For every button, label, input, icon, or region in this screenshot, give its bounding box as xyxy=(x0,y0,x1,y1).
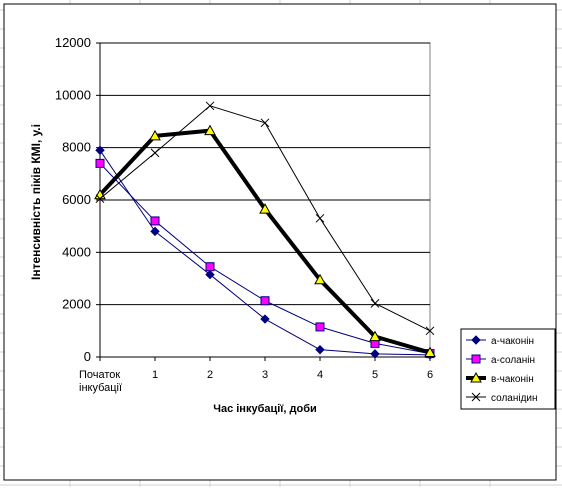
x-tick-label: 3 xyxy=(262,369,268,381)
x-tick-label-line: 5 xyxy=(372,369,378,381)
x-tick-label: 4 xyxy=(317,369,323,381)
y-tick-label: 10000 xyxy=(55,87,91,102)
x-tick-label-line: 2 xyxy=(207,369,213,381)
data-point-series-3 xyxy=(204,124,216,136)
data-point-series-2 xyxy=(95,158,105,168)
data-point-series-4 xyxy=(315,213,325,223)
data-point-series-3 xyxy=(424,346,436,358)
data-point-series-3 xyxy=(149,129,161,141)
data-point-series-4 xyxy=(370,299,380,308)
x-axis-tick-labels: Початок інкубації 1 2 3 4 5 6 xyxy=(79,369,433,394)
y-tick-label: 4000 xyxy=(62,244,91,259)
x-tick-label-line: 1 xyxy=(152,369,158,381)
data-point-series-1 xyxy=(95,145,105,155)
data-point-series-4 xyxy=(425,326,435,336)
x-tick-label-line: інкубації xyxy=(79,382,122,394)
x-tick-label-line: 3 xyxy=(262,369,268,381)
data-point-series-4 xyxy=(260,118,270,128)
legend-swatch-marker xyxy=(471,335,481,345)
y-tick-label: 12000 xyxy=(55,35,91,50)
series-group xyxy=(94,101,436,360)
legend-swatch-marker xyxy=(470,371,482,383)
legend-label: a-чаконін xyxy=(491,336,534,347)
data-point-series-4 xyxy=(150,148,160,158)
data-point-series-2 xyxy=(205,262,215,272)
x-tick-label: 1 xyxy=(152,369,158,381)
legend-label: a-соланін xyxy=(491,355,535,366)
data-point-series-3 xyxy=(369,330,381,342)
x-tick-label: 2 xyxy=(207,369,213,381)
y-tick-label: 8000 xyxy=(62,140,91,155)
x-tick-label: Початок інкубації xyxy=(79,369,122,394)
data-point-series-1 xyxy=(205,269,215,280)
y-tick-label: 0 xyxy=(84,349,91,364)
legend-swatch-marker xyxy=(471,392,481,402)
x-tick-label-line: 6 xyxy=(427,369,433,381)
x-tick-label-line: Початок xyxy=(79,369,120,381)
x-axis-title: Час інкубації, доби xyxy=(213,403,317,415)
data-point-series-3 xyxy=(314,273,326,285)
data-point-series-2 xyxy=(315,322,325,332)
data-point-series-4 xyxy=(95,194,105,204)
legend-label: в-чаконін xyxy=(491,374,534,385)
data-point-series-1 xyxy=(315,344,325,355)
y-tick-label: 6000 xyxy=(62,192,91,207)
legend-label: соланідин xyxy=(491,393,538,404)
y-tick-label: 2000 xyxy=(62,297,91,312)
x-tick-label: 6 xyxy=(427,369,433,381)
data-point-series-2 xyxy=(260,296,270,306)
data-point-series-2 xyxy=(150,216,160,226)
legend: a-чаконін a-соланін в-чаконін соланідин xyxy=(460,328,556,410)
legend-swatch-marker xyxy=(471,354,481,364)
data-point-series-1 xyxy=(260,314,270,324)
data-point-series-1 xyxy=(150,226,160,237)
data-point-series-3 xyxy=(259,203,271,214)
data-point-series-4 xyxy=(205,101,215,111)
data-point-series-1 xyxy=(370,349,380,359)
x-tick-label: 5 xyxy=(372,369,378,381)
x-tick-label-line: 4 xyxy=(317,369,323,381)
y-axis-tick-labels: 0 2000 4000 6000 8000 10000 12000 xyxy=(55,35,91,364)
y-axis-title: Інтенсивність піків КМІ, у.і xyxy=(29,124,43,280)
